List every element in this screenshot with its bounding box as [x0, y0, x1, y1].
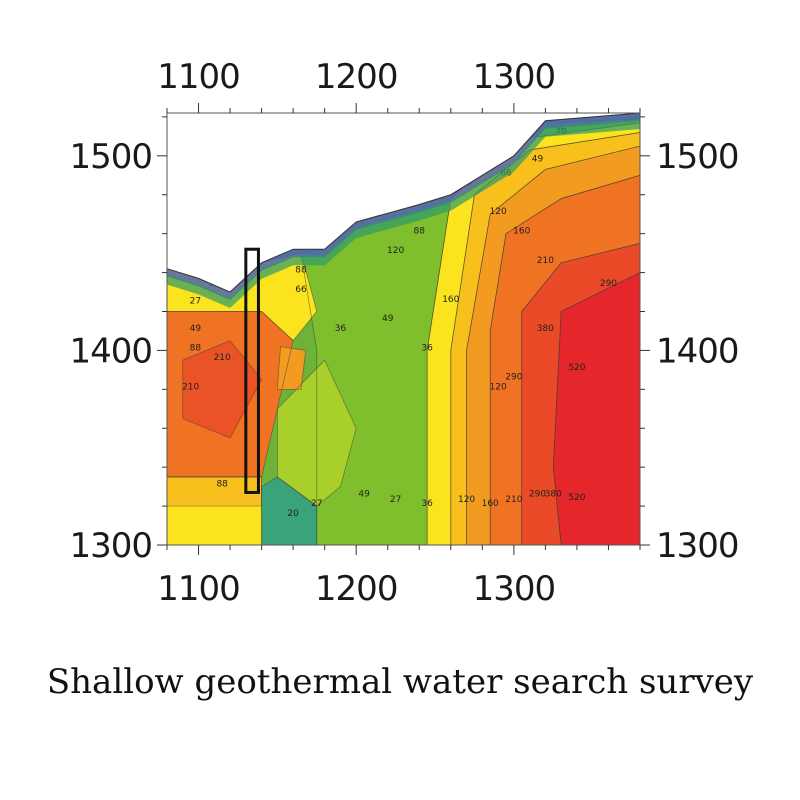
contour-label: 160 — [442, 295, 459, 305]
contour-label: 520 — [568, 493, 585, 503]
contour-label: 27 — [311, 499, 322, 509]
contour-label: 290 — [600, 279, 617, 289]
y-tick-label-right: 1300 — [656, 526, 739, 566]
contour-line-120 — [167, 476, 262, 507]
x-tick-label-bottom: 1100 — [157, 569, 240, 609]
contour-label: 120 — [490, 207, 507, 217]
contour-label: 160 — [513, 227, 530, 237]
above-surface-blank — [166, 112, 641, 309]
contour-label: 210 — [505, 495, 522, 505]
above-surface-area — [167, 113, 640, 293]
borehole-marker — [244, 247, 260, 494]
plot-frame — [166, 112, 641, 546]
contour-label: 210 — [214, 353, 231, 363]
contour-label: 210 — [182, 382, 199, 392]
contour-zone-380 — [521, 243, 640, 545]
contour-label: 380 — [545, 489, 562, 499]
x-tick-label-top: 1300 — [473, 57, 556, 97]
contour-label: 36 — [421, 343, 433, 353]
surface-fringe — [167, 113, 640, 301]
contour-label: 520 — [568, 363, 585, 373]
contour-zone-88 — [427, 122, 640, 545]
contour-label: 36 — [421, 499, 433, 509]
x-tick-label-top: 1100 — [157, 57, 240, 97]
contour-label-layer: 2027498821021088663612088493616012029038… — [182, 125, 617, 518]
contour-zone-160 — [466, 146, 640, 545]
contour-label: 88 — [216, 480, 228, 490]
contour-label: 49 — [358, 489, 370, 499]
contour-label: 49 — [190, 324, 202, 334]
contour-zone-210 — [490, 175, 640, 545]
figure-caption: Shallow geothermal water search survey — [46, 662, 754, 702]
y-tick-label-left: 1400 — [69, 331, 152, 371]
y-tick-label-right: 1400 — [656, 331, 739, 371]
contour-line-160 — [276, 346, 307, 390]
contour-label: 120 — [490, 382, 507, 392]
x-tick-label-bottom: 1200 — [315, 569, 398, 609]
contour-label: 120 — [387, 246, 404, 256]
contour-label: 27 — [190, 297, 201, 307]
contour-label: 66 — [295, 285, 307, 295]
contour-zone-290 — [182, 340, 262, 438]
contour-zone-520 — [553, 272, 640, 545]
contour-label: 27 — [390, 495, 401, 505]
surface-fringe-green — [167, 119, 640, 309]
contour-label: 290 — [529, 489, 546, 499]
contour-label: 160 — [482, 499, 499, 509]
contour-label: 290 — [505, 373, 522, 383]
contour-zone-20 — [261, 476, 317, 545]
contour-label: 49 — [532, 155, 544, 165]
contour-line-layer — [167, 118, 640, 545]
borehole-rect — [244, 247, 260, 494]
contour-label: 36 — [335, 324, 347, 334]
x-tick-label-top: 1200 — [315, 57, 398, 97]
contour-zone-120 — [167, 476, 262, 507]
contour-label: 380 — [537, 324, 554, 334]
contour-label: 49 — [382, 314, 394, 324]
contour-label: 120 — [458, 495, 475, 505]
surface-line — [166, 112, 641, 293]
contour-label: 20 — [287, 509, 299, 519]
y-tick-label-left: 1500 — [69, 137, 152, 177]
axis-ticks: 1100 1100 1200 1200 1300 1300 1300 1300 1400 1400… — [69, 57, 739, 609]
x-tick-label-bottom: 1300 — [473, 569, 556, 609]
contour-label: 88 — [295, 266, 307, 276]
contour-chart: 2027498821021088663612088493616012029038… — [69, 57, 739, 609]
contour-label: 88 — [414, 227, 426, 237]
contour-label: 210 — [537, 256, 554, 266]
y-tick-label-right: 1500 — [656, 137, 739, 177]
contour-label: 88 — [190, 343, 202, 353]
y-tick-label-left: 1300 — [69, 526, 152, 566]
